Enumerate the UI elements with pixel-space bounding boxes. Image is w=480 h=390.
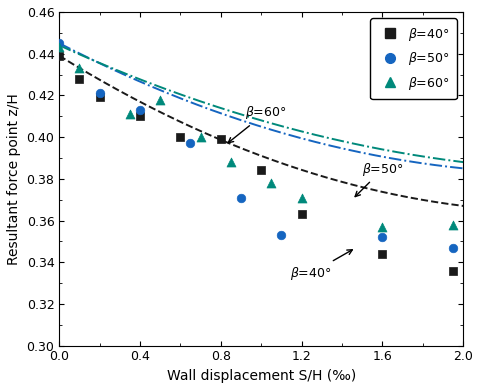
Text: $\beta$=40°: $\beta$=40° (290, 250, 352, 282)
Point (96, 90, 104, 96)
Point (449, 222, 457, 228)
Point (277, 232, 285, 238)
Point (136, 113, 144, 119)
Point (156, 96, 164, 103)
Point (237, 195, 245, 201)
Point (55, 44, 63, 51)
Point (379, 234, 386, 240)
Point (177, 134, 184, 140)
Legend: $\beta$=40°, $\beta$=50°, $\beta$=60°: $\beta$=40°, $\beta$=50°, $\beta$=60° (371, 18, 457, 99)
Point (136, 107, 144, 113)
Point (257, 167, 265, 174)
Point (298, 211, 305, 217)
Y-axis label: Resultant force point z/H: Resultant force point z/H (7, 93, 21, 265)
Point (55, 53, 63, 59)
X-axis label: Wall displacement S/H (‰): Wall displacement S/H (‰) (167, 369, 356, 383)
Point (55, 40, 63, 46)
Point (197, 134, 204, 140)
Point (379, 251, 386, 257)
Point (96, 94, 104, 101)
Point (75, 65, 83, 71)
Point (449, 245, 457, 251)
Point (187, 140, 194, 147)
Point (267, 180, 275, 186)
Point (75, 76, 83, 82)
Point (379, 223, 386, 230)
Text: $\beta$=50°: $\beta$=50° (355, 161, 404, 197)
Point (298, 195, 305, 201)
Point (227, 159, 235, 165)
Point (449, 268, 457, 274)
Point (217, 136, 225, 142)
Point (126, 111, 134, 117)
Text: $\beta$=60°: $\beta$=60° (228, 104, 287, 143)
